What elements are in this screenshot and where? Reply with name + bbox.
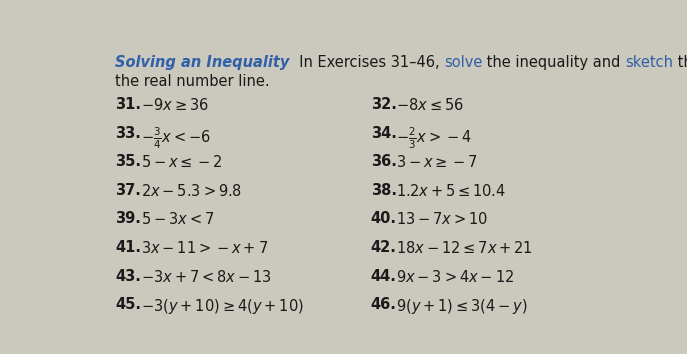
Text: the real number line.: the real number line. [115, 74, 270, 89]
Text: the solution on: the solution on [673, 55, 687, 70]
Text: 44.: 44. [371, 269, 396, 284]
Text: Solving an Inequality: Solving an Inequality [115, 55, 289, 70]
Text: 39.: 39. [115, 211, 141, 227]
Text: 40.: 40. [371, 211, 396, 227]
Text: 46.: 46. [371, 297, 396, 312]
Text: $-8x\leq 56$: $-8x\leq 56$ [396, 97, 464, 113]
Text: 31.: 31. [115, 97, 141, 112]
Text: 42.: 42. [371, 240, 396, 255]
Text: $-3x + 7 < 8x - 13$: $-3x + 7 < 8x - 13$ [141, 269, 271, 285]
Text: $-3(y + 10)\geq 4(y + 10)$: $-3(y + 10)\geq 4(y + 10)$ [141, 297, 304, 316]
Text: sketch: sketch [625, 55, 673, 70]
Text: 43.: 43. [115, 269, 141, 284]
Text: the inequality and: the inequality and [482, 55, 625, 70]
Text: In Exercises 31–46,: In Exercises 31–46, [289, 55, 444, 70]
Text: 32.: 32. [371, 97, 396, 112]
Text: 38.: 38. [371, 183, 396, 198]
Text: 35.: 35. [115, 154, 141, 169]
Text: 37.: 37. [115, 183, 141, 198]
Text: 36.: 36. [371, 154, 396, 169]
Text: $1.2x + 5\leq 10.4$: $1.2x + 5\leq 10.4$ [396, 183, 506, 199]
Text: $9(y + 1)\leq 3(4 - y)$: $9(y + 1)\leq 3(4 - y)$ [396, 297, 528, 316]
Text: $3x - 11 > -x + 7$: $3x - 11 > -x + 7$ [141, 240, 268, 256]
Text: $-\frac{3}{4}x < -6$: $-\frac{3}{4}x < -6$ [141, 126, 210, 151]
Text: $3 - x\geq -7$: $3 - x\geq -7$ [396, 154, 478, 170]
Text: 41.: 41. [115, 240, 141, 255]
Text: $9x - 3 > 4x - 12$: $9x - 3 > 4x - 12$ [396, 269, 515, 285]
Text: $-9x\geq 36$: $-9x\geq 36$ [141, 97, 209, 113]
Text: $5 - x\leq -2$: $5 - x\leq -2$ [141, 154, 223, 170]
Text: $-\frac{2}{3}x > -4$: $-\frac{2}{3}x > -4$ [396, 126, 472, 151]
Text: $18x - 12\leq 7x + 21$: $18x - 12\leq 7x + 21$ [396, 240, 533, 256]
Text: solve: solve [444, 55, 482, 70]
Text: $13 - 7x > 10$: $13 - 7x > 10$ [396, 211, 488, 228]
Text: 45.: 45. [115, 297, 141, 312]
Text: 34.: 34. [371, 126, 396, 141]
Text: 33.: 33. [115, 126, 141, 141]
Text: $2x - 5.3 > 9.8$: $2x - 5.3 > 9.8$ [141, 183, 242, 199]
Text: $5 - 3x < 7$: $5 - 3x < 7$ [141, 211, 214, 228]
